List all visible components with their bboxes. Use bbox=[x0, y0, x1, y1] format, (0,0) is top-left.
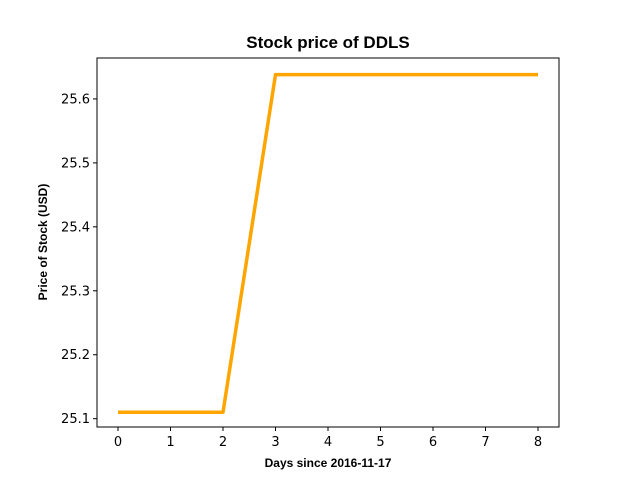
y-axis: 25.1 25.2 25.3 25.4 25.5 25.6 bbox=[61, 92, 97, 427]
plot-area bbox=[96, 57, 560, 428]
x-tick-label: 3 bbox=[271, 435, 279, 450]
x-tick-label: 0 bbox=[114, 435, 122, 450]
series-line bbox=[118, 72, 538, 415]
y-axis-label: Price of Stock (USD) bbox=[36, 184, 50, 301]
y-tick-label: 25.3 bbox=[61, 284, 90, 299]
x-tick-label: 6 bbox=[429, 435, 437, 450]
x-axis: 0 1 2 3 4 5 6 7 8 bbox=[114, 427, 542, 450]
x-tick-label: 7 bbox=[481, 435, 489, 450]
x-tick-label: 8 bbox=[534, 435, 542, 450]
x-tick-label: 1 bbox=[166, 435, 174, 450]
series-group bbox=[118, 72, 538, 415]
chart-title: Stock price of DDLS bbox=[246, 33, 409, 52]
x-axis-label: Days since 2016-11-17 bbox=[265, 456, 392, 470]
y-tick-label: 25.4 bbox=[61, 220, 90, 235]
y-tick-label: 25.1 bbox=[61, 412, 90, 427]
y-tick-label: 25.6 bbox=[61, 92, 90, 107]
x-tick-label: 4 bbox=[324, 435, 332, 450]
y-tick-label: 25.2 bbox=[61, 348, 90, 363]
y-tick-label: 25.5 bbox=[61, 156, 90, 171]
x-tick-label: 5 bbox=[376, 435, 384, 450]
x-tick-label: 2 bbox=[219, 435, 227, 450]
